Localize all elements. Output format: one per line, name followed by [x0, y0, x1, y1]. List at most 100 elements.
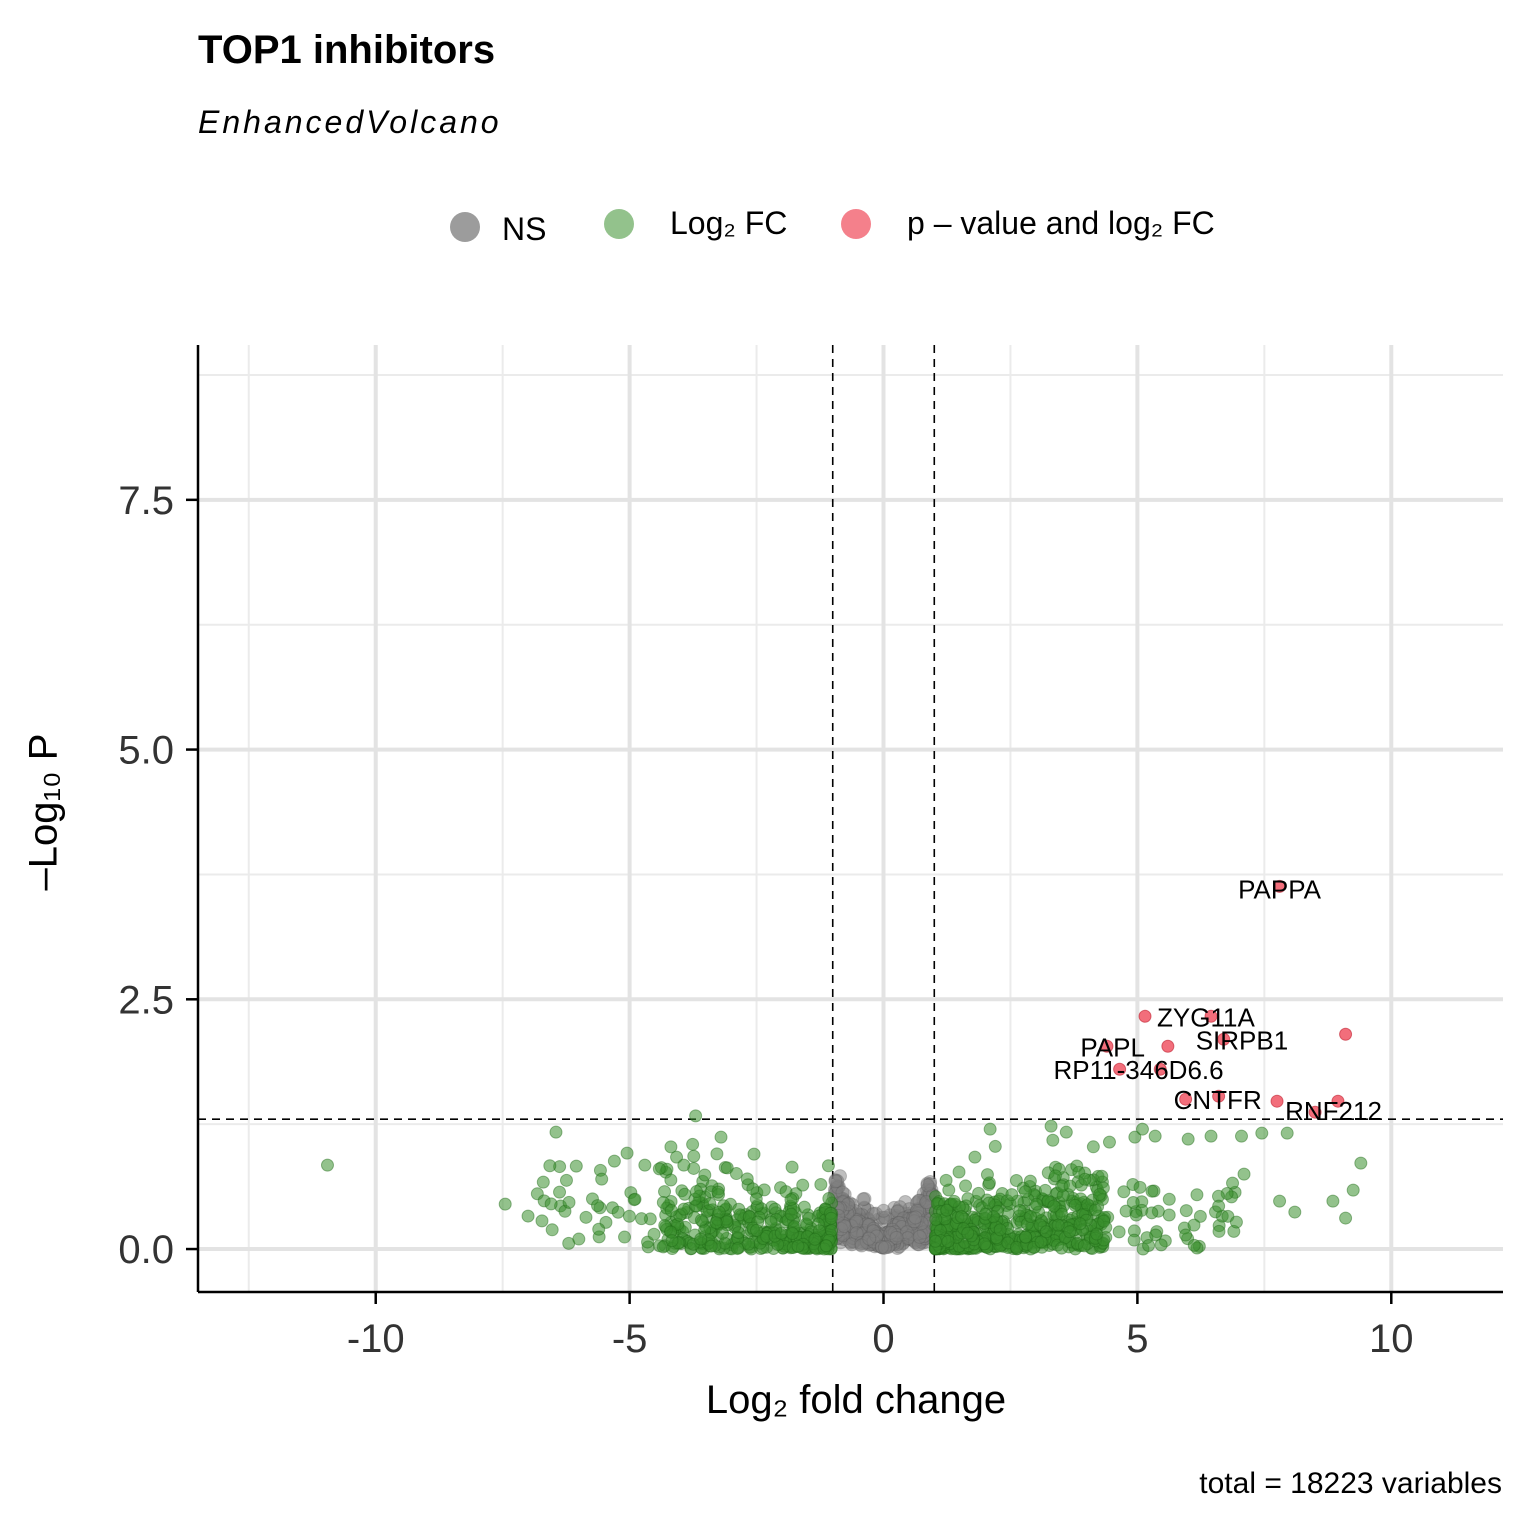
fc-point: [1093, 1187, 1107, 1201]
fc-point: [694, 1213, 708, 1227]
fc-point: [638, 1158, 652, 1172]
fc-point: [961, 1226, 975, 1240]
legend: NS Log₂ FC p – value and log₂ FC: [0, 205, 1536, 255]
fc-point: [1063, 1225, 1077, 1239]
fc-point: [1212, 1199, 1226, 1213]
x-tick-label: -10: [347, 1317, 405, 1361]
fc-point: [1077, 1239, 1091, 1253]
fc-point: [1009, 1173, 1023, 1187]
fc-point: [1047, 1199, 1061, 1213]
sig-point: [1138, 1009, 1152, 1023]
sig-point: [1270, 1094, 1284, 1108]
fc-point: [710, 1147, 724, 1161]
legend-swatch-ns: [450, 211, 480, 242]
x-tick-label: 10: [1369, 1317, 1414, 1361]
fc-point: [677, 1202, 691, 1216]
fc-point: [1013, 1204, 1027, 1218]
sig-points: [1100, 879, 1353, 1119]
fc-point: [1145, 1184, 1159, 1198]
fc-point: [709, 1216, 723, 1230]
fc-point: [1226, 1176, 1240, 1190]
fc-point: [1073, 1217, 1087, 1231]
fc-point: [982, 1176, 996, 1190]
fc-point: [1086, 1140, 1100, 1154]
fc-point: [1129, 1208, 1143, 1222]
ns-point: [828, 1174, 843, 1189]
point-label: PAPPA: [1238, 874, 1322, 904]
ns-point: [877, 1240, 892, 1255]
fc-point: [1162, 1208, 1176, 1222]
fc-point: [747, 1147, 761, 1161]
sig-point: [1113, 1062, 1127, 1076]
legend-item-sig: p – value and log₂ FC: [841, 205, 1215, 242]
fc-point: [635, 1212, 649, 1226]
fc-point: [1280, 1126, 1294, 1140]
fc-point: [559, 1173, 573, 1187]
fc-point: [1024, 1210, 1038, 1224]
fc-point: [1255, 1126, 1269, 1140]
fc-point: [1090, 1227, 1104, 1241]
fc-point: [729, 1167, 743, 1181]
chart-subtitle: EnhancedVolcano: [198, 104, 502, 140]
x-tick-label: 0: [872, 1317, 894, 1361]
fc-point: [536, 1175, 550, 1189]
x-tick-label: 5: [1126, 1317, 1148, 1361]
fc-point: [698, 1168, 712, 1182]
fc-point: [549, 1125, 563, 1139]
fc-point: [592, 1222, 606, 1236]
fc-point: [774, 1226, 788, 1240]
fc-point: [742, 1237, 756, 1251]
fc-point: [972, 1186, 986, 1200]
fc-point: [749, 1192, 763, 1206]
point-label: CNTFR: [1174, 1085, 1262, 1115]
fc-point: [1051, 1218, 1065, 1232]
fc-point: [704, 1239, 718, 1253]
fc-point: [1059, 1125, 1073, 1139]
fc-point: [982, 1196, 996, 1210]
fc-point: [1145, 1206, 1159, 1220]
sig-point: [1273, 879, 1287, 893]
fc-point: [821, 1159, 835, 1173]
fc-point: [664, 1204, 678, 1218]
fc-point: [591, 1199, 605, 1213]
sig-point: [1161, 1039, 1175, 1053]
fc-point: [664, 1140, 678, 1154]
fc-point: [1179, 1204, 1193, 1218]
fc-point: [1190, 1188, 1204, 1202]
y-axis-label: –Log₁₀ P: [21, 733, 66, 891]
fc-point: [1212, 1224, 1226, 1238]
fc-point: [1229, 1215, 1243, 1229]
fc-point: [1346, 1183, 1360, 1197]
fc-point: [1039, 1225, 1053, 1239]
fc-point: [543, 1159, 557, 1173]
fc-point: [1221, 1209, 1235, 1223]
ns-point: [889, 1230, 904, 1245]
sig-point: [1153, 1062, 1167, 1076]
fc-point: [1055, 1241, 1069, 1255]
fc-point: [1179, 1228, 1193, 1242]
fc-point: [750, 1223, 764, 1237]
fc-point: [1126, 1196, 1140, 1210]
fc-point: [1339, 1211, 1353, 1225]
fc-point: [711, 1185, 725, 1199]
fc-point: [498, 1197, 512, 1211]
fc-point: [665, 1234, 679, 1248]
point-label: ZYG11A: [1157, 1002, 1255, 1032]
y-tick-label: 2.5: [118, 978, 174, 1022]
fc-point: [928, 1234, 942, 1248]
fc-point: [544, 1197, 558, 1211]
fc-point: [819, 1239, 833, 1253]
ns-point: [837, 1219, 852, 1234]
fc-point: [1128, 1130, 1142, 1144]
sig-point: [1179, 1092, 1193, 1106]
axes: -10 -5 0 5 10 0.0 2.5 5.0 7.5: [118, 345, 1503, 1361]
fc-point: [1044, 1119, 1058, 1133]
legend-item-ns: NS: [450, 205, 546, 248]
chart-title: TOP1 inhibitors: [198, 28, 496, 72]
fc-point: [686, 1137, 700, 1151]
fc-point: [611, 1205, 625, 1219]
ns-point: [912, 1229, 927, 1244]
fc-point: [714, 1130, 728, 1144]
fc-point: [521, 1209, 535, 1223]
fc-point: [824, 1211, 838, 1225]
